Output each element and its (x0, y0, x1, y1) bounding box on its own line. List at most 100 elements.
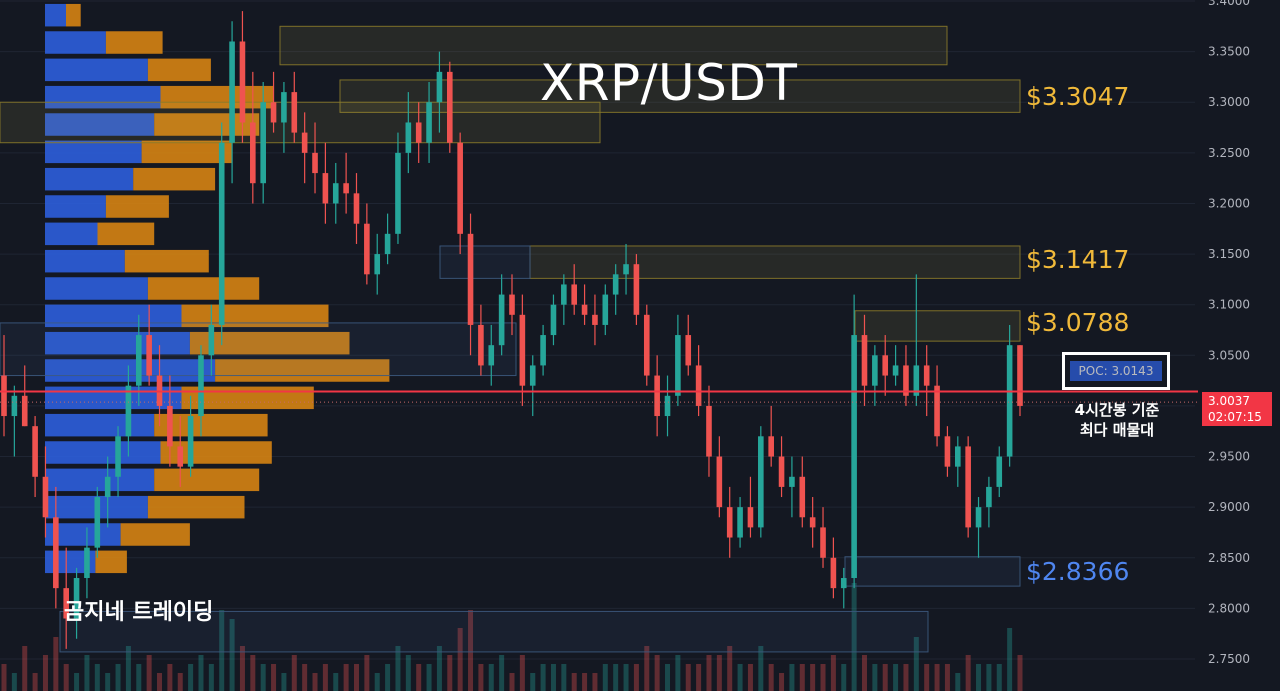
candle-body (312, 152, 318, 174)
volume-profile-buy (45, 195, 106, 218)
volume-bar (239, 646, 245, 691)
volume-bar (986, 664, 992, 691)
volume-bar (499, 655, 505, 691)
candle-body (519, 314, 526, 386)
volume-bar (675, 655, 681, 691)
volume-bar (530, 673, 536, 691)
volume-bar (250, 655, 256, 691)
volume-bar (74, 673, 80, 691)
volume-bar (789, 664, 795, 691)
candle-body (84, 547, 90, 579)
candle-body (498, 294, 505, 346)
candle-body (478, 324, 484, 366)
price-axis-tick-label: 2.7500 (1208, 652, 1250, 666)
volume-bar (22, 646, 28, 691)
support-zone-2.8366 (844, 556, 1021, 587)
candle-body (758, 436, 764, 528)
candle-body (965, 446, 971, 528)
volume-profile-buy (45, 249, 125, 273)
volume-profile-sell (120, 523, 190, 546)
volume-bar (737, 664, 743, 691)
volume-bar (654, 655, 660, 691)
candle-body (809, 517, 816, 528)
volume-bar (53, 637, 59, 691)
candle-body (799, 476, 806, 518)
volume-profile-buy (45, 468, 155, 492)
candle-body (716, 456, 723, 508)
candle-body (343, 183, 349, 194)
volume-bar (146, 655, 152, 691)
candle-body (892, 365, 899, 376)
volume-profile-sell (147, 277, 260, 300)
candle-body (364, 223, 370, 275)
candle-body (436, 71, 443, 103)
volume-bar (457, 628, 463, 691)
resistance-zone-left (0, 101, 601, 144)
candle-body (405, 122, 412, 153)
volume-profile-sell (160, 85, 274, 109)
volume-bar (136, 664, 142, 691)
volume-bar (747, 664, 753, 691)
volume-profile-sell (95, 550, 127, 574)
volume-bar (592, 673, 598, 691)
volume-bar (478, 664, 484, 691)
volume-bar (374, 673, 380, 691)
price-axis-tick-label: 3.2500 (1208, 146, 1250, 160)
level-label-2.8366: $2.8366 (1026, 557, 1130, 586)
candle-body (820, 527, 826, 558)
candle-body (737, 507, 743, 538)
poc-annotation: 4시간봉 기준 최다 매물대 (1058, 400, 1176, 440)
volume-bar (841, 664, 847, 691)
volume-bar (685, 664, 691, 691)
volume-bar (893, 664, 899, 691)
candle-body (239, 41, 246, 123)
resistance-zone-top (279, 25, 948, 66)
candle-body (11, 395, 18, 417)
resistance-zone-3.3047 (339, 79, 1021, 113)
volume-bar (11, 673, 17, 691)
volume-bar (644, 646, 650, 691)
volume-profile-sell (133, 167, 216, 191)
candle-body (633, 264, 640, 315)
volume-profile-sell (66, 3, 81, 27)
candle-body (954, 446, 961, 467)
candle-body (747, 507, 754, 528)
candle-body (167, 405, 173, 447)
volume-bar (208, 664, 214, 691)
poc-annotation-line2: 최다 매물대 (1079, 421, 1155, 439)
volume-profile-sell (147, 58, 211, 82)
candle-body (198, 355, 204, 417)
volume-bar (125, 646, 131, 691)
volume-bar (447, 655, 453, 691)
volume-profile-buy (45, 331, 190, 355)
volume-bar (157, 673, 163, 691)
candle-body (322, 173, 329, 204)
candle-body (291, 92, 298, 133)
candle-body (1, 375, 7, 417)
candle-body (643, 314, 650, 376)
price-axis-tick-label: 2.8000 (1208, 601, 1250, 615)
volume-bar (903, 664, 909, 691)
candle-body (1017, 345, 1023, 406)
support-zone-bottom (59, 610, 929, 653)
candle-body (695, 365, 702, 406)
candle-body (446, 71, 453, 143)
volume-bar (177, 673, 183, 691)
candle-body (260, 102, 266, 184)
volume-node-zone (0, 322, 517, 377)
volume-profile-buy (45, 441, 161, 464)
volume-bar (219, 610, 225, 691)
volume-profile-sell (105, 195, 169, 218)
volume-profile-buy (45, 304, 182, 328)
candle-body (540, 335, 546, 366)
volume-bar (582, 673, 588, 691)
volume-bar (779, 673, 785, 691)
volume-bar (758, 646, 764, 691)
volume-bar (198, 655, 204, 691)
candle-body (229, 41, 235, 143)
volume-bar (550, 664, 556, 691)
candle-body (270, 102, 277, 123)
volume-bar (706, 655, 712, 691)
candle-body (623, 264, 629, 275)
candle-body (395, 152, 401, 234)
